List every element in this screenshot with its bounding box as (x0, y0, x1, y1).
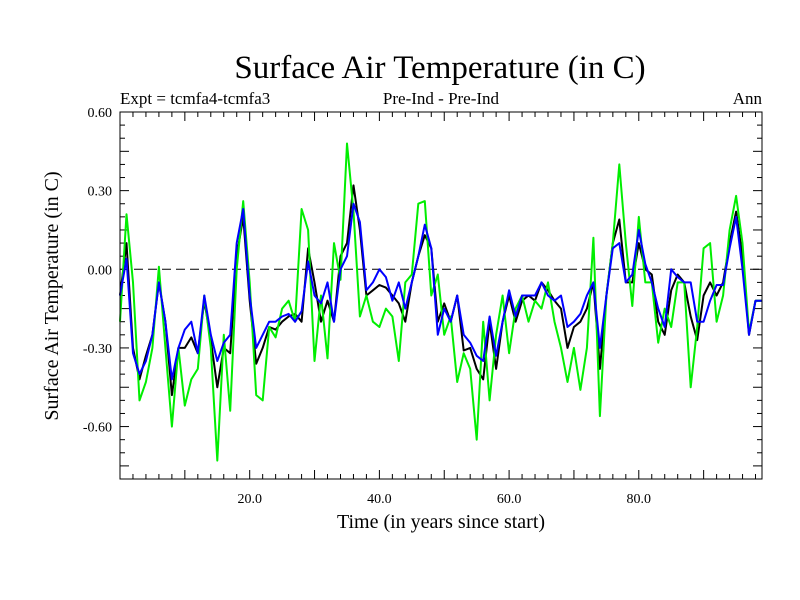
chart-title: Surface Air Temperature (in C) (234, 50, 645, 86)
plot-frame (119, 111, 763, 480)
series-line-black (119, 184, 762, 397)
y-tick-label: -0.30 (83, 342, 112, 357)
season-label: Ann (733, 89, 763, 108)
y-tick-label: 0.00 (88, 263, 113, 278)
comparison-label: Pre-Ind - Pre-Ind (383, 89, 500, 108)
axis-ticks (120, 112, 762, 479)
y-tick-label: 0.60 (88, 106, 113, 121)
y-tick-label: 0.30 (88, 185, 113, 200)
series-lines (119, 142, 762, 462)
series-line-blue (119, 202, 762, 381)
x-axis-label: Time (in years since start) (337, 511, 545, 533)
x-tick-label: 20.0 (237, 492, 262, 507)
experiment-label: Expt = tcmfa4-tcmfa3 (120, 89, 270, 108)
x-tick-label: 60.0 (497, 492, 522, 507)
y-tick-label: -0.60 (83, 421, 112, 436)
x-tick-label: 40.0 (367, 492, 392, 507)
y-axis-label: Surface Air Temperature (in C) (41, 171, 63, 420)
series-line-green (119, 142, 762, 462)
tick-labels: 20.0 40.0 60.0 80.0 0.60 0.30 0.00 -0.30 -0.60 (83, 106, 651, 507)
x-tick-label: 80.0 (627, 492, 652, 507)
